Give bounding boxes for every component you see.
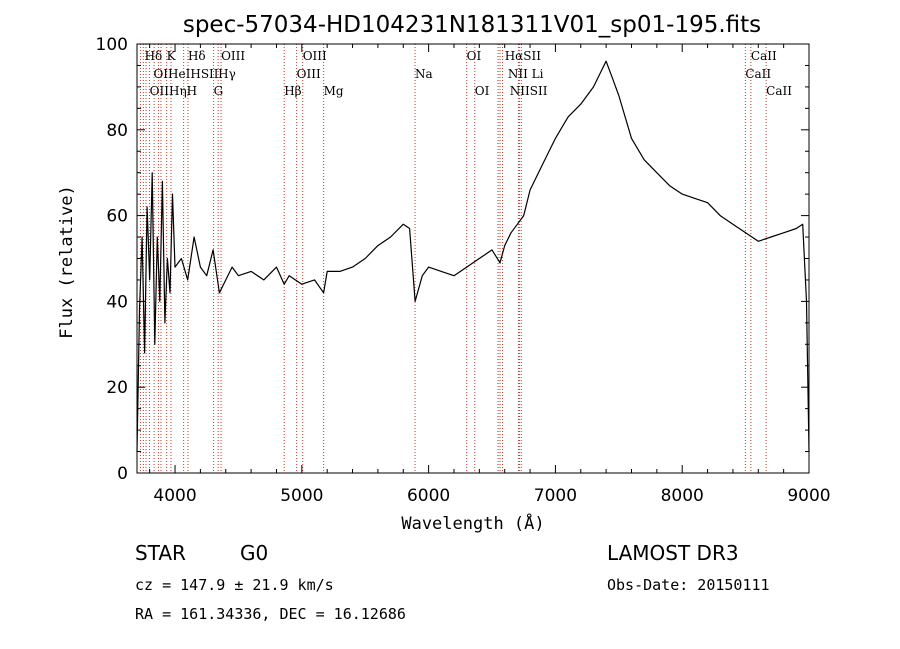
spectral-line-label-7: CaII [751, 49, 777, 63]
x-axis-label: Wavelength (Å) [401, 512, 544, 534]
survey-name: LAMOST DR3 [607, 541, 739, 565]
spectral-line-label-19: NIISII [510, 84, 548, 98]
spectral-line-label-3: OIII [221, 49, 245, 63]
spectral-line-label-17: Mg [324, 84, 344, 98]
spectral-line-labels: Hδ K Hδ OIII OIII OI HαSII CaII OIHeIHSII Hγ OIII N… [145, 49, 793, 98]
spectral-line-label-15: G [214, 84, 224, 98]
spectral-line-label-13: CaII [745, 67, 771, 81]
obs-date: Obs-Date: 20150111 [607, 576, 770, 594]
spectral-line-label-14: OIIHηH [150, 84, 197, 98]
object-class: STAR [135, 541, 186, 565]
spectral-line-markers [139, 44, 767, 473]
velocity-readout: cz = 147.9 ± 21.9 km/s [135, 576, 334, 594]
plot-frame [136, 43, 810, 474]
flux-series-group [136, 60, 810, 452]
spectral-line-label-2: Hδ [188, 49, 206, 63]
x-axis-ticks: 4000 5000 6000 7000 8000 9000 [149, 44, 831, 506]
spectral-line-label-18: OI [475, 84, 490, 98]
spectral-line-label-16: Hβ [284, 84, 301, 98]
spectral-line-label-4: OIII [303, 49, 327, 63]
spectral-line-label-8: OIHeIHSII [153, 67, 218, 81]
y-tick-label-4: 80 [106, 121, 128, 141]
chart-title: spec-57034-HD104231N181311V01_sp01-195.f… [183, 12, 761, 38]
object-subclass: G0 [240, 541, 268, 565]
spectral-line-label-10: OIII [297, 67, 321, 81]
spectral-line-label-6: HαSII [505, 49, 542, 63]
x-tick-label-4: 8000 [661, 486, 704, 506]
flux-series-line [136, 60, 810, 452]
y-tick-label-1: 20 [106, 378, 128, 398]
spectral-line-label-9: Hγ [218, 67, 236, 81]
spectral-line-label-11: Na [415, 67, 433, 81]
spectral-line-label-5: OI [467, 49, 482, 63]
coordinates-readout: RA = 161.34336, DEC = 16.12686 [135, 605, 406, 623]
x-tick-label-3: 7000 [534, 486, 577, 506]
x-tick-label-5: 9000 [787, 486, 830, 506]
x-tick-label-0: 4000 [153, 486, 196, 506]
y-tick-label-2: 40 [106, 292, 128, 312]
y-tick-label-3: 60 [106, 207, 128, 227]
spectral-line-label-0: Hδ [145, 49, 163, 63]
spectral-line-label-12: NII Li [508, 67, 544, 81]
x-tick-label-2: 6000 [407, 486, 450, 506]
y-axis-ticks: 0 20 40 60 80 100 [96, 35, 809, 484]
y-axis-label: Flux (relative) [57, 185, 77, 339]
y-tick-label-5: 100 [96, 35, 128, 55]
x-tick-label-1: 5000 [280, 486, 323, 506]
spectral-line-label-20: CaII [766, 84, 792, 98]
y-tick-label-0: 0 [117, 464, 128, 484]
spectral-line-label-1: K [167, 49, 177, 63]
